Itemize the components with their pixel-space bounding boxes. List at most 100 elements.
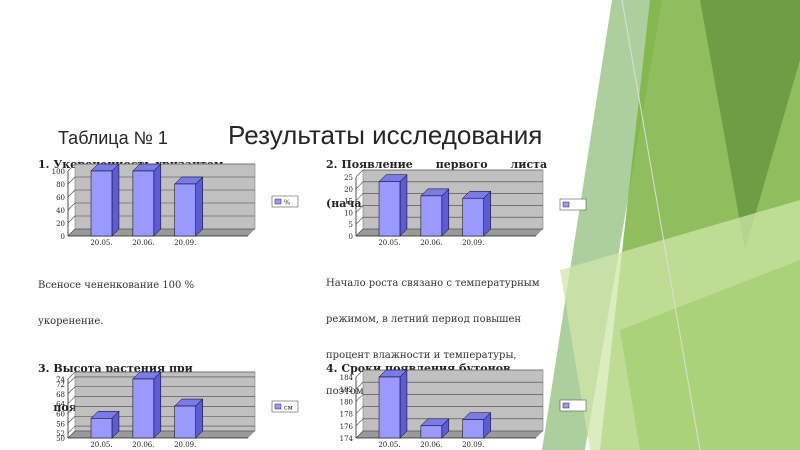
bar-side xyxy=(399,174,408,237)
gridline-depth xyxy=(355,216,364,225)
x-tick-label: 20.06. xyxy=(420,441,442,449)
panel-1-note: Всеносе чененкование 100 % укоренение. xyxy=(38,256,194,340)
plot-area xyxy=(74,371,256,432)
facet-green-top xyxy=(700,0,800,250)
x-tick-label: 20.05. xyxy=(378,441,400,449)
bar-side xyxy=(399,369,408,439)
gridline-depth xyxy=(67,396,76,404)
gridline-depth xyxy=(67,386,76,394)
gridline-depth xyxy=(355,193,364,201)
y-tick-label: 174 xyxy=(340,435,354,443)
panel-1-note-line: укоренение. xyxy=(38,316,104,327)
y-tick-label: 20 xyxy=(344,186,353,194)
y-tick-label: 56 xyxy=(56,420,65,428)
gridline-depth xyxy=(67,371,76,380)
y-tick-label: 5 xyxy=(349,221,353,229)
y-tick-label: 40 xyxy=(56,207,65,215)
y-tick-label: 80 xyxy=(56,181,65,189)
y-tick-label: 64 xyxy=(56,401,65,409)
legend-swatch xyxy=(562,201,570,208)
legend-box xyxy=(559,399,587,412)
y-tick-label: 20 xyxy=(56,220,65,228)
gridline-depth xyxy=(355,430,364,439)
gridline-depth xyxy=(355,181,364,190)
facet-line xyxy=(621,0,701,450)
y-tick-label: 72 xyxy=(56,381,65,389)
bar xyxy=(90,418,113,439)
bar-side xyxy=(441,188,450,237)
legend-box xyxy=(271,195,299,208)
gridline-depth xyxy=(67,416,76,424)
y-tick-label: 182 xyxy=(340,386,353,394)
gridline-depth xyxy=(67,215,76,224)
bar xyxy=(378,181,401,237)
y-tick-label: 15 xyxy=(344,198,353,206)
gridline-depth xyxy=(355,406,364,414)
y-tick-label: 184 xyxy=(340,374,354,382)
panel-2-note-line: режимом, в летний период повышен xyxy=(326,314,522,325)
x-tick-label: 20.05. xyxy=(90,239,112,247)
gridline-depth xyxy=(67,163,76,172)
y-tick-label: 100 xyxy=(52,168,65,176)
bar-side xyxy=(153,371,162,439)
gridline-depth xyxy=(355,418,364,427)
y-tick-label: 176 xyxy=(340,423,354,431)
panel-1-note-line: Всеносе чененкование 100 % xyxy=(38,280,195,291)
bar xyxy=(132,378,155,439)
y-tick-label: 10 xyxy=(344,209,353,217)
y-tick-label: 60 xyxy=(56,410,65,418)
gridline-depth xyxy=(67,376,76,385)
chart-2: 0 5 10 15 20 25 20.05. 20.06. 20.09. xyxy=(344,169,587,247)
gridline-depth xyxy=(67,425,76,434)
y-tick-label: 25 xyxy=(344,174,353,182)
x-tick-label: 20.05. xyxy=(90,441,112,449)
y-tick-label: 52 xyxy=(56,430,65,438)
x-tick-label: 20.05. xyxy=(378,239,400,247)
x-tick-label: 20.06. xyxy=(132,239,154,247)
y-tick-label: 180 xyxy=(340,398,353,406)
y-tick-label: 0 xyxy=(349,233,353,241)
gridline-depth xyxy=(67,228,76,237)
y-tick-label: 60 xyxy=(56,194,65,202)
gridline-depth xyxy=(355,205,364,213)
legend-swatch xyxy=(274,403,282,410)
legend-box xyxy=(559,198,587,211)
bar-side xyxy=(195,176,203,237)
legend-swatch xyxy=(274,198,282,205)
x-tick-label: 20.09. xyxy=(174,441,196,449)
gridline-depth xyxy=(67,406,76,414)
gridline-depth xyxy=(355,381,364,390)
legend-swatch xyxy=(562,402,570,409)
legend-box xyxy=(271,400,299,413)
y-tick-label: 68 xyxy=(56,391,65,399)
y-tick-label: 50 xyxy=(56,435,65,443)
bar xyxy=(462,419,484,439)
y-tick-label: 74 xyxy=(56,376,65,384)
gridline-depth xyxy=(67,176,76,185)
bar-side xyxy=(153,163,162,237)
bar-side xyxy=(483,190,491,237)
bar xyxy=(462,197,484,237)
gridline-depth xyxy=(67,189,76,198)
legend-label: % xyxy=(284,199,290,207)
chart-4: 174 176 178 180 182 184 20.05. 20.06. 20.09. xyxy=(340,369,587,449)
x-tick-label: 20.09. xyxy=(462,441,484,449)
chart-1: 0 20 40 60 80 100 20.05. 20.06. 20.09.% xyxy=(52,163,299,247)
legend-label: см xyxy=(284,404,293,412)
gridline-depth xyxy=(355,394,364,402)
slide-title: Результаты исследования xyxy=(228,120,543,150)
bar xyxy=(90,170,113,237)
panel-2-note-line: Начало роста связано с температурным xyxy=(326,278,540,289)
x-tick-label: 20.09. xyxy=(462,239,484,247)
bar xyxy=(174,183,196,237)
gridline-depth xyxy=(67,202,76,211)
bar xyxy=(420,425,443,439)
y-tick-label: 178 xyxy=(340,411,353,419)
gridline-depth xyxy=(355,169,364,178)
table-label: Таблица № 1 xyxy=(58,128,168,148)
bar xyxy=(174,405,196,439)
x-tick-label: 20.09. xyxy=(174,239,196,247)
gridline-depth xyxy=(67,430,76,439)
facet-green-mid xyxy=(620,260,800,450)
